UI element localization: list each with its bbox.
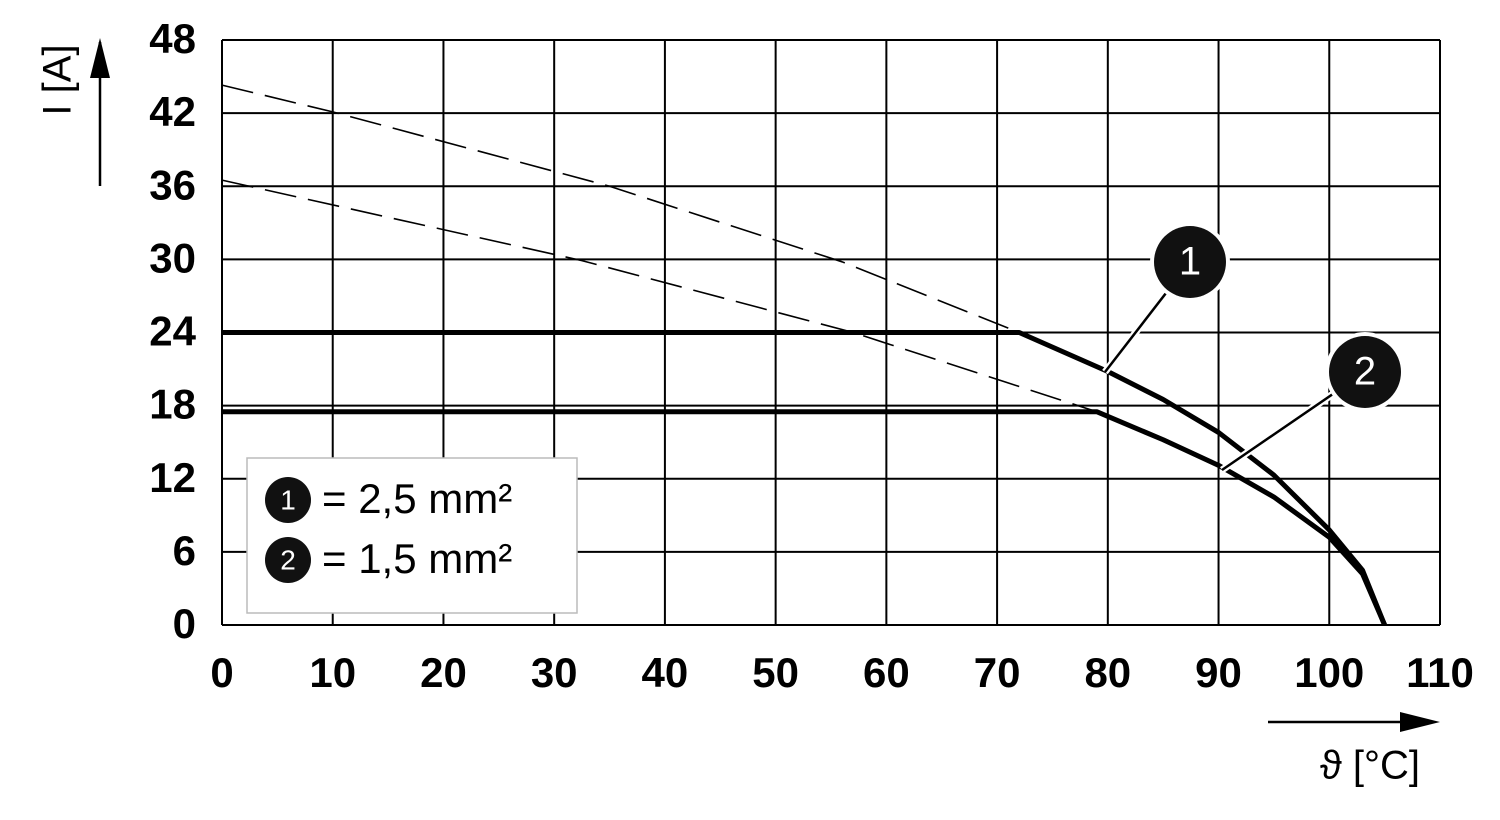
x-arrow-head <box>1400 712 1440 732</box>
y-tick-label: 6 <box>173 527 196 574</box>
legend-marker-label: 2 <box>280 544 296 575</box>
x-tick-label: 40 <box>642 649 689 696</box>
x-tick-label: 70 <box>974 649 1021 696</box>
x-tick-label: 80 <box>1084 649 1131 696</box>
y-tick-label: 18 <box>149 381 196 428</box>
x-tick-label: 100 <box>1294 649 1364 696</box>
legend-box <box>246 457 578 614</box>
derating-curve <box>222 409 1387 626</box>
callout-label: 2 <box>1354 350 1376 394</box>
x-tick-label: 10 <box>309 649 356 696</box>
callout-circle <box>1329 336 1401 408</box>
x-tick-label: 50 <box>752 649 799 696</box>
dashed-curve <box>221 84 1020 334</box>
callout-label: 1 <box>1179 240 1201 284</box>
x-tick-label: 30 <box>531 649 578 696</box>
x-tick-label: 60 <box>863 649 910 696</box>
x-tick-label: 110 <box>1406 649 1474 696</box>
y-tick-label: 0 <box>173 600 196 647</box>
y-tick-label: 30 <box>149 234 196 281</box>
y-tick-label: 24 <box>149 308 196 355</box>
x-axis-label: ϑ [°C] <box>1320 744 1420 788</box>
y-tick-label: 48 <box>149 15 196 62</box>
y-arrow-head <box>90 38 110 78</box>
callout-circle <box>1154 226 1226 298</box>
legend-marker-label: 1 <box>280 484 296 515</box>
y-tick-label: 42 <box>149 88 196 135</box>
legend-marker <box>265 477 311 523</box>
legend-label: = 2,5 mm² <box>322 475 512 522</box>
y-axis-label: I [A] <box>36 44 80 115</box>
derating-curve <box>222 330 1387 626</box>
legend-marker <box>265 537 311 583</box>
x-tick-label: 20 <box>420 649 467 696</box>
y-tick-label: 36 <box>149 161 196 208</box>
y-tick-label: 12 <box>149 454 196 501</box>
x-tick-label: 0 <box>210 649 233 696</box>
x-tick-label: 90 <box>1195 649 1242 696</box>
dashed-curve <box>221 179 1097 413</box>
legend-label: = 1,5 mm² <box>322 535 512 582</box>
